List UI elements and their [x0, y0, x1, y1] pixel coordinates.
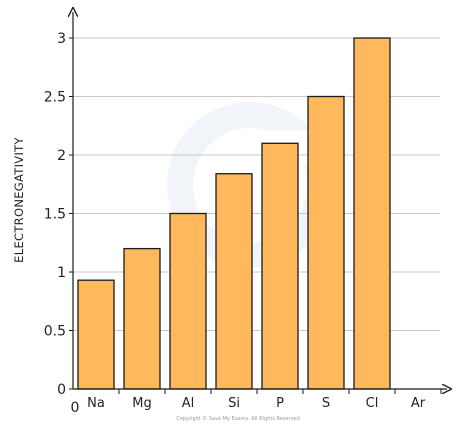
- x-tick-label: Na: [87, 396, 105, 411]
- x-tick-label: Ar: [411, 396, 426, 411]
- y-tick-label: 0: [57, 382, 66, 398]
- x-tick-label: S: [322, 396, 330, 411]
- x-tick-label: P: [276, 396, 284, 411]
- x-tick-label: Si: [228, 396, 240, 411]
- x-tick-label: Al: [182, 396, 195, 411]
- origin-label: 0: [71, 400, 80, 416]
- bar-na: [77, 279, 115, 390]
- bar-p: [261, 142, 299, 390]
- y-tick-label: 3: [57, 31, 66, 47]
- y-tick-label: 0.5: [44, 324, 66, 340]
- copyright-footer: Copyright © Save My Exams. All Rights Re…: [176, 415, 300, 422]
- y-tick-label: 2: [57, 148, 66, 164]
- y-tick-label: 1: [57, 265, 66, 281]
- y-tick-label: 2.5: [44, 90, 66, 106]
- bar-cl: [353, 37, 391, 390]
- bar-si: [215, 173, 253, 390]
- y-axis-title: ELECTRONEGATIVITY: [12, 137, 26, 263]
- x-tick-label: Cl: [366, 396, 379, 411]
- bar-s: [307, 95, 345, 390]
- bar-al: [169, 212, 207, 390]
- y-tick-label: 1.5: [44, 207, 66, 223]
- x-tick-labels: Na Mg Al Si P S Cl Ar: [87, 389, 442, 411]
- x-tick-label: Mg: [132, 396, 151, 411]
- bar-mg: [123, 247, 161, 390]
- y-tick-labels: 0 0.5 1 1.5 2 2.5 3: [44, 31, 66, 398]
